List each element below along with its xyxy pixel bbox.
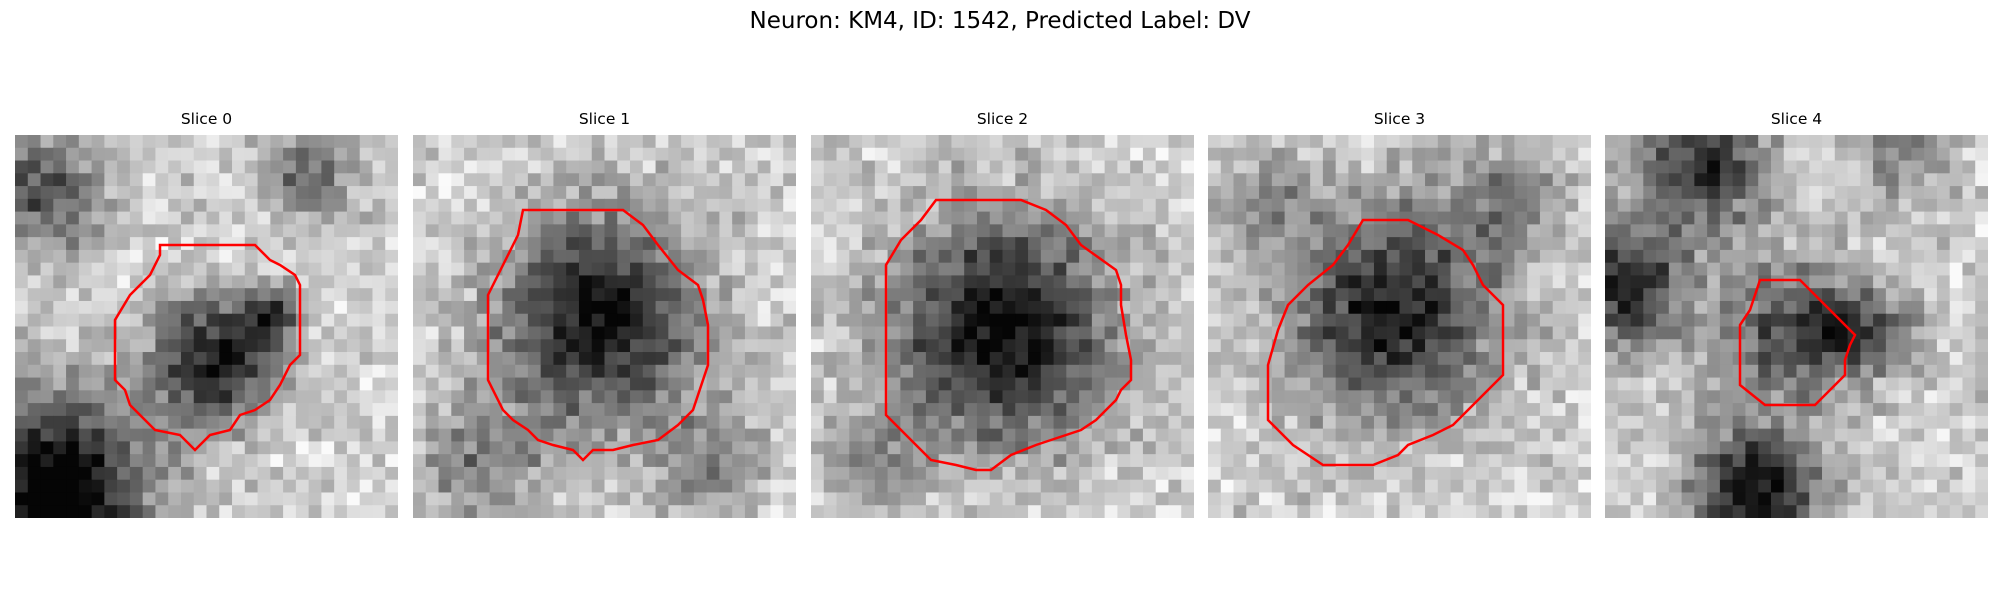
slice-2-contour (884, 198, 1133, 472)
figure-title: Neuron: KM4, ID: 1542, Predicted Label: … (749, 8, 1251, 34)
slice-3-image (1208, 135, 1591, 518)
slice-3-contour (1266, 218, 1505, 467)
slice-0-title: Slice 0 (180, 110, 233, 128)
slice-4-title: Slice 4 (1770, 110, 1823, 128)
slice-2-title: Slice 2 (976, 110, 1029, 128)
slice-0-contour (113, 243, 302, 452)
slice-1-contour (486, 208, 710, 462)
slice-1-image (413, 135, 796, 518)
slice-1-title: Slice 1 (578, 110, 631, 128)
slice-3-title: Slice 3 (1373, 110, 1426, 128)
slice-0-image (15, 135, 398, 518)
slice-4-image (1605, 135, 1988, 518)
slice-2-image (811, 135, 1194, 518)
slice-4-contour (1738, 278, 1857, 407)
